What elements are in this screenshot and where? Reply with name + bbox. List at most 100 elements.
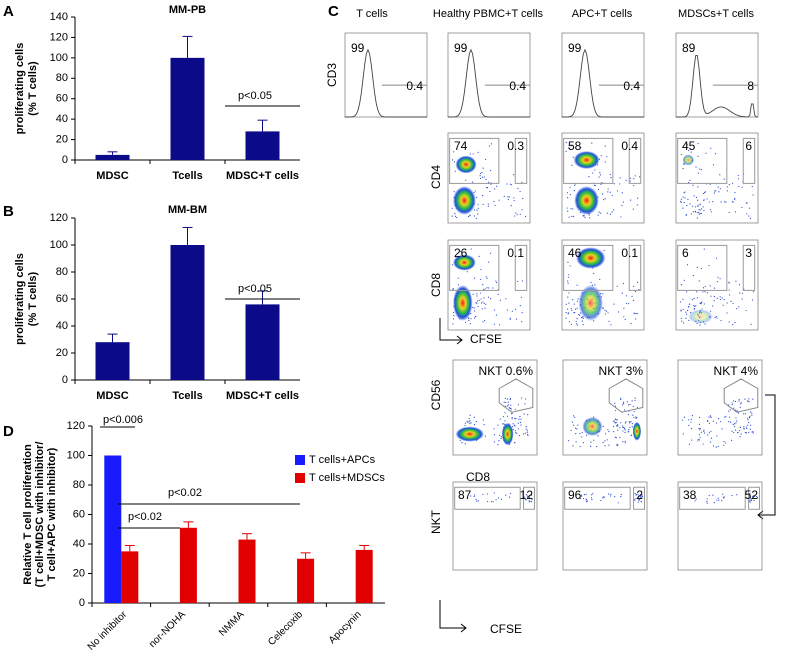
density-blob — [573, 151, 600, 169]
y-tick-label: 120 — [50, 31, 68, 43]
event-dot — [580, 497, 582, 500]
event-dot — [612, 425, 615, 427]
event-dot — [741, 186, 743, 188]
event-dot — [527, 414, 529, 416]
event-dot — [637, 501, 639, 503]
event-dot — [736, 410, 738, 412]
event-dot — [567, 280, 569, 282]
event-dot — [716, 317, 718, 319]
event-dot — [700, 169, 702, 171]
event-dot — [747, 424, 749, 426]
event-dot — [497, 444, 499, 446]
event-dot — [567, 312, 570, 314]
event-dot — [630, 199, 632, 201]
event-dot — [728, 281, 730, 283]
event-dot — [486, 493, 489, 495]
event-dot — [713, 502, 715, 504]
event-dot — [507, 401, 509, 403]
error-bar — [242, 533, 252, 540]
event-dot — [568, 147, 570, 149]
event-dot — [694, 305, 696, 308]
event-dot — [614, 402, 616, 405]
event-dot — [452, 288, 454, 290]
event-dot — [751, 414, 753, 416]
event-dot — [680, 309, 682, 311]
event-dot — [698, 423, 700, 425]
event-dot — [565, 311, 567, 314]
gate-percent: 96 — [568, 488, 582, 502]
event-dot — [493, 492, 495, 494]
event-dot — [514, 417, 516, 419]
event-dot — [617, 429, 619, 431]
event-dot — [571, 309, 573, 311]
event-dot — [700, 212, 702, 215]
event-dot — [480, 298, 482, 300]
event-dot — [603, 496, 605, 498]
event-dot — [461, 442, 463, 444]
event-dot — [634, 318, 637, 320]
event-dot — [619, 183, 621, 185]
gate-percent: 26 — [454, 246, 468, 260]
event-dot — [525, 398, 527, 400]
event-dot — [716, 297, 718, 300]
event-dot — [585, 498, 587, 500]
event-dot — [566, 192, 569, 194]
arrow — [439, 600, 466, 629]
event-dot — [490, 252, 492, 254]
event-dot — [747, 400, 749, 402]
event-dot — [623, 316, 625, 318]
event-dot — [614, 422, 616, 424]
event-dot — [721, 297, 723, 299]
event-dot — [706, 502, 708, 504]
event-dot — [734, 400, 737, 403]
event-dot — [688, 443, 691, 445]
event-dot — [707, 434, 709, 436]
event-dot — [739, 292, 741, 294]
y-axis-label: (% T cells) — [27, 271, 39, 326]
event-dot — [474, 190, 476, 192]
event-dot — [625, 421, 627, 423]
event-dot — [518, 434, 521, 437]
event-dot — [571, 215, 573, 218]
event-dot — [520, 424, 522, 426]
event-dot — [631, 426, 633, 428]
event-dot — [693, 308, 695, 310]
event-dot — [746, 213, 748, 215]
event-dot — [499, 418, 501, 420]
histogram — [344, 48, 427, 118]
event-dot — [514, 430, 517, 432]
event-dot — [731, 403, 733, 406]
event-dot — [603, 199, 605, 201]
event-dot — [574, 184, 576, 186]
event-dot — [703, 199, 705, 201]
event-dot — [603, 249, 605, 252]
event-dot — [573, 215, 575, 217]
y-tick-label: 40 — [56, 113, 68, 125]
event-dot — [499, 434, 501, 436]
event-dot — [494, 188, 496, 190]
event-dot — [495, 314, 498, 316]
event-dot — [493, 441, 496, 443]
event-dot — [698, 439, 701, 441]
event-dot — [753, 495, 755, 497]
event-dot — [469, 414, 471, 416]
event-dot — [696, 297, 698, 299]
event-dot — [697, 199, 699, 201]
event-dot — [731, 402, 733, 404]
event-dot — [723, 496, 725, 498]
event-dot — [712, 494, 714, 496]
event-dot — [467, 421, 469, 423]
event-dot — [592, 493, 594, 495]
gate-percent: 87 — [458, 488, 472, 502]
error-bar — [107, 333, 118, 343]
event-dot — [728, 410, 730, 412]
event-dot — [715, 315, 717, 318]
event-dot — [634, 499, 636, 501]
event-dot — [695, 305, 697, 307]
event-dot — [628, 430, 630, 432]
event-dot — [606, 212, 609, 214]
bar — [297, 558, 315, 603]
event-dot — [565, 141, 567, 144]
event-dot — [713, 287, 716, 289]
event-dot — [475, 420, 477, 423]
